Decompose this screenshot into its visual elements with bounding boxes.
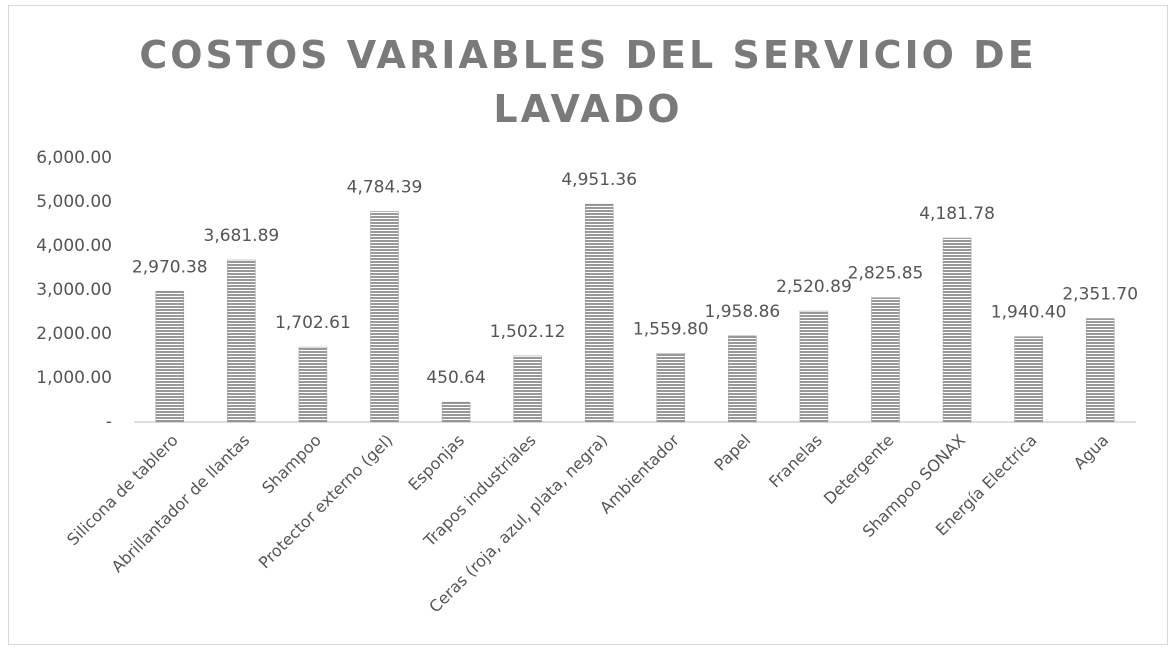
x-tick-label: Detergente [820, 431, 898, 509]
y-tick-label: 6,000.00 [36, 148, 112, 168]
x-tick-label: Franelas [765, 431, 826, 492]
bar [728, 335, 757, 423]
bar [942, 237, 972, 423]
bar [584, 203, 614, 423]
y-tick-label: 3,000.00 [36, 280, 112, 300]
value-label: 4,181.78 [919, 204, 995, 224]
y-tick-label: - [106, 412, 112, 432]
bar [370, 211, 399, 423]
x-tick-label: Abrillantador de llantas [108, 431, 254, 577]
value-label: 3,681.89 [204, 226, 280, 246]
bar [441, 401, 471, 423]
y-tick-label: 4,000.00 [36, 236, 112, 256]
value-label: 1,502.12 [490, 322, 566, 342]
chart-frame [8, 5, 1168, 645]
y-tick-label: 2,000.00 [36, 324, 112, 344]
bar [227, 259, 256, 423]
x-tick-label: Papel [710, 431, 754, 475]
x-tick-label: Esponjas [404, 431, 468, 495]
bar [799, 310, 829, 423]
bar [298, 346, 328, 423]
x-tick-label: Shampoo [258, 431, 325, 498]
bar [513, 355, 542, 423]
value-label: 450.64 [426, 368, 485, 388]
value-label: 1,958.86 [705, 302, 781, 322]
y-tick-label: 1,000.00 [36, 368, 112, 388]
value-label: 1,702.61 [275, 313, 351, 333]
bar [871, 297, 900, 423]
bar [155, 291, 185, 423]
value-label: 4,951.36 [561, 170, 637, 190]
value-label: 1,940.40 [991, 303, 1067, 323]
value-label: 2,970.38 [132, 257, 208, 277]
chart-title: COSTOS VARIABLES DEL SERVICIO DE LAVADO [139, 33, 1037, 131]
value-label: 4,784.39 [347, 177, 423, 197]
value-label: 2,351.70 [1062, 285, 1138, 305]
value-label: 1,559.80 [633, 319, 709, 339]
value-label: 2,825.85 [848, 264, 924, 284]
value-label: 2,520.89 [776, 277, 852, 297]
y-tick-label: 5,000.00 [36, 192, 112, 212]
bar [1014, 336, 1043, 423]
bar [1085, 318, 1115, 423]
x-tick-label: Protector externo (gel) [255, 431, 397, 573]
x-tick-label: Agua [1070, 431, 1112, 473]
bar [656, 353, 686, 423]
